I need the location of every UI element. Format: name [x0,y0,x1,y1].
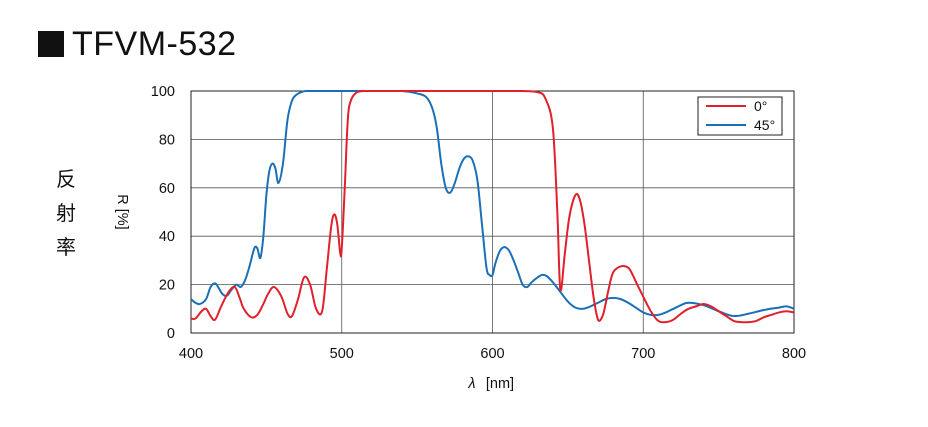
jp-label-char-2: 射 [56,201,76,225]
y-tick-label-0: 0 [167,326,175,342]
chart-title: TFVM-532 [38,24,237,64]
grid-lines [191,91,794,333]
jp-label-char-3: 率 [56,235,76,259]
series-line-0deg [190,90,795,324]
y-axis-label: R [%] [114,194,130,229]
legend-box [697,96,783,136]
series-line-45deg [190,90,795,318]
title-square-icon [38,31,64,57]
x-axis-label-symbol: λ [467,376,475,392]
jp-label-char-1: 反 [56,167,76,191]
x-tick-label-800: 800 [782,346,806,362]
y-tick-label-20: 20 [159,278,175,294]
legend-label-0deg: 0° [754,98,767,114]
y-tick-label-100: 100 [151,84,175,100]
x-tick-label-700: 700 [631,346,655,362]
y-tick-label-80: 80 [159,132,175,148]
x-tick-label-400: 400 [179,346,203,362]
legend-label-45deg: 45° [754,117,775,133]
tick-labels: 0 20 40 60 80 100 400 500 600 700 800 [151,84,806,362]
series-lines [190,90,795,324]
y-tick-label-40: 40 [159,229,175,245]
legend: 0° 45° [697,96,783,136]
x-tick-label-500: 500 [330,346,354,362]
x-tick-label-600: 600 [480,346,504,362]
title-text: TFVM-532 [72,25,237,63]
y-tick-label-60: 60 [159,181,175,197]
y-axis-label-japanese: 反 射 率 [54,162,78,264]
x-axis-label-unit: [nm] [486,376,514,392]
